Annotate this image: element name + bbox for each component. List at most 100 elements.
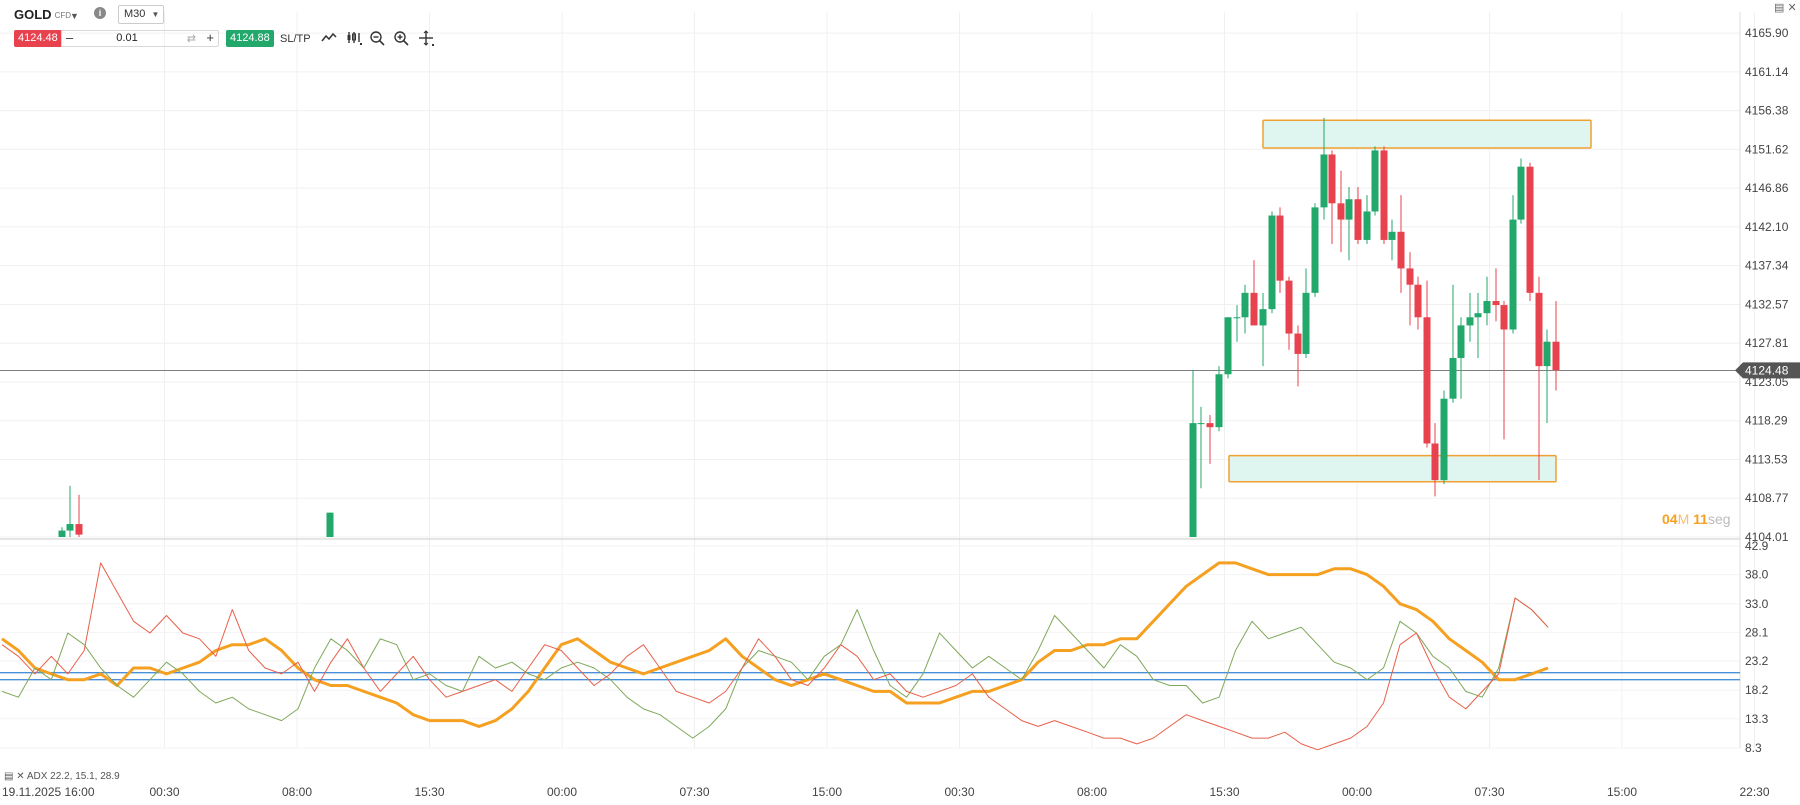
plus_di-line: [1, 597, 1549, 739]
candle-body: [1526, 166, 1534, 293]
candle: [1311, 203, 1319, 297]
price-tick-label: 4142.10: [1745, 220, 1789, 234]
time-tick-label: 15:00: [1607, 785, 1637, 799]
symbol-type: CFD: [54, 11, 72, 20]
volume-stepper: – 0.01 ⇄ +: [61, 30, 219, 47]
candle: [1345, 187, 1353, 261]
candle-body: [1406, 268, 1414, 285]
candle: [1457, 317, 1465, 399]
countdown-timer: 04M 11seg: [1662, 511, 1731, 527]
countdown-part: seg: [1708, 511, 1731, 527]
candle: [1206, 414, 1214, 464]
candle: [1285, 276, 1293, 350]
candle-body: [1457, 325, 1465, 358]
candle-body: [1328, 154, 1336, 204]
volume-increase-button[interactable]: +: [206, 30, 214, 45]
candle-body: [1189, 423, 1197, 537]
candle: [1492, 268, 1500, 322]
candle: [1483, 276, 1491, 326]
countdown-part: 11: [1693, 511, 1708, 527]
candle: [1294, 325, 1302, 387]
candle: [1259, 292, 1267, 367]
candle: [1241, 284, 1249, 334]
close-icon[interactable]: ✕: [1787, 2, 1797, 14]
candle: [1552, 300, 1560, 391]
indicator-tick-label: 8.3: [1745, 741, 1762, 755]
countdown-part: M: [1678, 511, 1690, 527]
candle-body: [1414, 284, 1422, 318]
candle: [1423, 280, 1431, 448]
window-controls: ▤ ✕: [1774, 0, 1797, 16]
price-tick-label: 4132.57: [1745, 297, 1789, 311]
time-tick-label: 07:30: [1474, 785, 1504, 799]
candle-body: [1517, 166, 1525, 220]
swap-icon[interactable]: ⇄: [186, 33, 196, 45]
price-tick-label: 4108.77: [1745, 491, 1789, 505]
timeframe-select[interactable]: M30: [118, 5, 165, 24]
time-tick-label: 00:30: [149, 785, 179, 799]
candle: [1543, 329, 1551, 424]
indicator-tick-label: 18.2: [1745, 683, 1769, 697]
candle-body: [1276, 215, 1284, 281]
sell-button[interactable]: 4124.48: [14, 30, 62, 47]
indicator-tick-label: 38.0: [1745, 568, 1769, 582]
time-tick-label: 15:30: [414, 785, 444, 799]
indicator-tick-label: 13.3: [1745, 712, 1769, 726]
candle-body: [1440, 398, 1448, 481]
sltp-button[interactable]: SL/TP: [280, 33, 311, 45]
support-zone: [1228, 454, 1557, 483]
candle-body: [1483, 300, 1491, 314]
price-tick-label: 4127.81: [1745, 336, 1789, 350]
candle: [1397, 195, 1405, 293]
zoom-out-icon[interactable]: [368, 29, 386, 47]
candle-body: [1423, 317, 1431, 444]
resistance-zone: [1262, 119, 1592, 149]
candle-body: [1320, 154, 1328, 208]
candle: [1474, 292, 1482, 358]
candle: [66, 485, 74, 537]
volume-input[interactable]: 0.01: [116, 32, 138, 44]
candle-body: [1500, 305, 1508, 330]
indicator-series: [1, 561, 1549, 751]
price-tick-label: 4146.86: [1745, 181, 1789, 195]
line-chart-icon[interactable]: [320, 29, 338, 47]
candle-body: [1371, 150, 1379, 212]
candle-body: [1233, 317, 1241, 319]
minus_di-line: [1, 562, 1549, 751]
price-tick-label: 4156.38: [1745, 104, 1789, 118]
buy-button[interactable]: 4124.88: [226, 30, 274, 47]
time-tick-label: 22:30: [1739, 785, 1769, 799]
symbol-label[interactable]: GOLD CFD: [14, 7, 72, 22]
current-price-label: 4124.48: [1745, 363, 1789, 377]
indicators-icon[interactable]: [345, 29, 363, 47]
candle-body: [1449, 357, 1457, 399]
volume-decrease-button[interactable]: –: [66, 30, 74, 45]
candle-body: [1224, 317, 1232, 375]
candle-body: [1259, 309, 1267, 326]
candle: [1302, 268, 1310, 358]
time-tick-label: 00:00: [1342, 785, 1372, 799]
candle-body: [1474, 313, 1482, 318]
candle: [1406, 252, 1414, 326]
candle: [1371, 146, 1379, 216]
countdown-part: 04: [1662, 511, 1678, 527]
indicator-tick-label: 23.2: [1745, 654, 1769, 668]
candle-body: [326, 512, 334, 537]
window-controls-icon[interactable]: ▤: [1774, 2, 1785, 14]
info-icon[interactable]: i: [94, 7, 106, 19]
time-tick-label: 15:30: [1209, 785, 1239, 799]
candle: [1363, 195, 1371, 245]
crosshair-icon[interactable]: [417, 29, 435, 47]
symbol-dropdown-chevron-down-icon[interactable]: ▼: [70, 11, 79, 21]
candle-body: [1241, 292, 1249, 318]
candle-body: [1215, 374, 1223, 428]
price-tick-label: 4165.90: [1745, 26, 1789, 40]
zoom-in-icon[interactable]: [392, 29, 410, 47]
candle: [1189, 370, 1197, 537]
indicator-tick-label: 33.0: [1745, 597, 1769, 611]
price-tick-label: 4151.62: [1745, 142, 1789, 156]
indicator-tick-label: 28.1: [1745, 625, 1769, 639]
candle-body: [1380, 150, 1388, 240]
price-tick-label: 4113.53: [1745, 452, 1788, 466]
